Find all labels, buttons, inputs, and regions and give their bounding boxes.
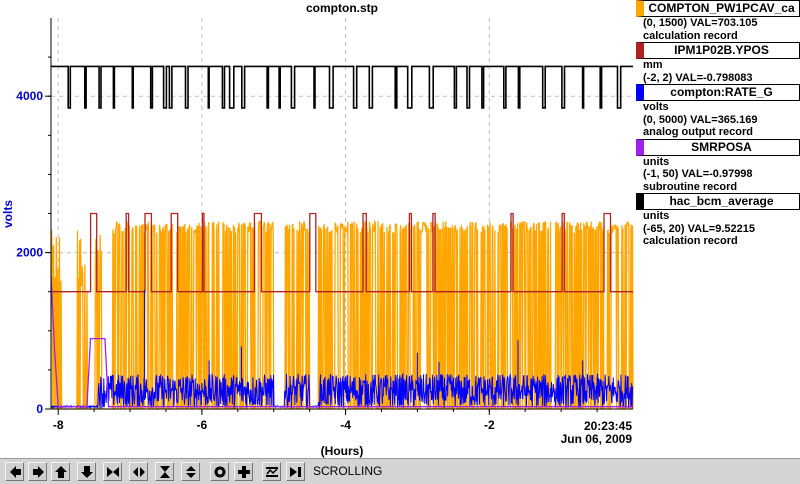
scroll-to-end-button[interactable]	[286, 462, 305, 481]
pan-up-button[interactable]	[51, 462, 70, 481]
zoom-out-y-icon	[186, 466, 196, 478]
y-tick-label: 0	[36, 402, 43, 416]
pan-down-button[interactable]	[77, 462, 96, 481]
zoom-in-x-icon	[107, 467, 119, 477]
legend-record: subroutine record	[643, 180, 738, 193]
zoom-in-y-button[interactable]	[155, 462, 174, 481]
legend-range: (-65, 20) VAL=9.52215	[643, 222, 755, 235]
legend-entry-hac-bcm-average[interactable]: hac_bcm_average	[636, 193, 800, 210]
x-tick-label: -6	[197, 418, 208, 432]
legend-entry-compton-pw1pcav-ca[interactable]: COMPTON_PW1PCAV_ca	[636, 0, 800, 17]
toolbar: SCROLLING	[0, 458, 800, 484]
series-line-smrposa	[50, 276, 633, 408]
pan-right-button[interactable]	[28, 462, 47, 481]
y-tick-label: 2000	[16, 246, 43, 260]
legend-record: analog output record	[643, 126, 753, 138]
timestamp-date: Jun 06, 2009	[561, 432, 633, 446]
jump-end-icon	[290, 467, 301, 477]
zoom-out-x-icon	[133, 467, 145, 477]
y-tick-label: 4000	[16, 89, 43, 103]
legend-units: units	[643, 155, 670, 168]
legend-range: (-1, 50) VAL=-0.97998	[643, 168, 753, 180]
x-tick-label: -4	[340, 418, 351, 432]
tick-group: -8 -6 -4 -2 0 2000 4000	[16, 56, 598, 432]
chart: compton.stp -8 -6 -4 -2 0 2000 4000 volts (Hou…	[1, 1, 634, 458]
series-line-hac-bcm-average	[51, 65, 633, 109]
zoom-in-y-icon	[160, 466, 170, 478]
arrow-up-icon	[55, 466, 67, 478]
target-icon	[214, 466, 226, 478]
legend-units: units	[643, 210, 670, 222]
legend-range: (-2, 2) VAL=-0.798083	[643, 71, 753, 84]
legend-range: (0, 5000) VAL=365.169	[643, 113, 758, 126]
legend-record: calculation record	[643, 235, 738, 247]
scroll-status: SCROLLING	[313, 464, 383, 478]
legend-entry-smrposa[interactable]: SMRPOSA	[636, 138, 800, 156]
x-axis-label: (Hours)	[321, 444, 364, 458]
zoom-reset-button[interactable]	[210, 462, 229, 481]
legend-units: mm	[643, 59, 663, 71]
arrow-right-icon	[33, 466, 44, 478]
series-line-compton-pw1pcav	[50, 219, 634, 410]
legend: COMPTON_PW1PCAV_ca (0, 1500) VAL=703.105 c…	[636, 0, 800, 248]
zoom-in-x-button[interactable]	[103, 462, 122, 481]
y-axis-label: volts	[1, 200, 15, 228]
legend-units: volts	[643, 101, 669, 113]
arrow-down-icon	[81, 466, 93, 478]
timestamp-time: 20:23:45	[584, 419, 632, 433]
zoom-out-x-button[interactable]	[129, 462, 148, 481]
zoom-out-y-button[interactable]	[181, 462, 200, 481]
chart-title: compton.stp	[306, 1, 378, 15]
legend-entry-ipm1p02b-ypos[interactable]: IPM1P02B.YPOS	[636, 42, 800, 59]
series-line-compton-rate-g	[50, 290, 634, 410]
plus-icon	[238, 466, 250, 478]
zoom-add-button[interactable]	[234, 462, 253, 481]
pan-left-button[interactable]	[5, 462, 24, 481]
fit-button[interactable]	[262, 462, 281, 481]
arrow-left-icon	[10, 466, 21, 478]
series-group	[50, 65, 634, 410]
legend-entry-compton-rate-g[interactable]: compton:RATE_G	[636, 84, 800, 101]
x-tick-label: -2	[484, 418, 495, 432]
series-line-ipm1p02b-ypos	[51, 212, 633, 293]
fit-icon	[266, 467, 278, 477]
legend-range: (0, 1500) VAL=703.105	[643, 17, 758, 29]
x-tick-label: -8	[53, 418, 64, 432]
legend-record: calculation record	[643, 29, 738, 42]
